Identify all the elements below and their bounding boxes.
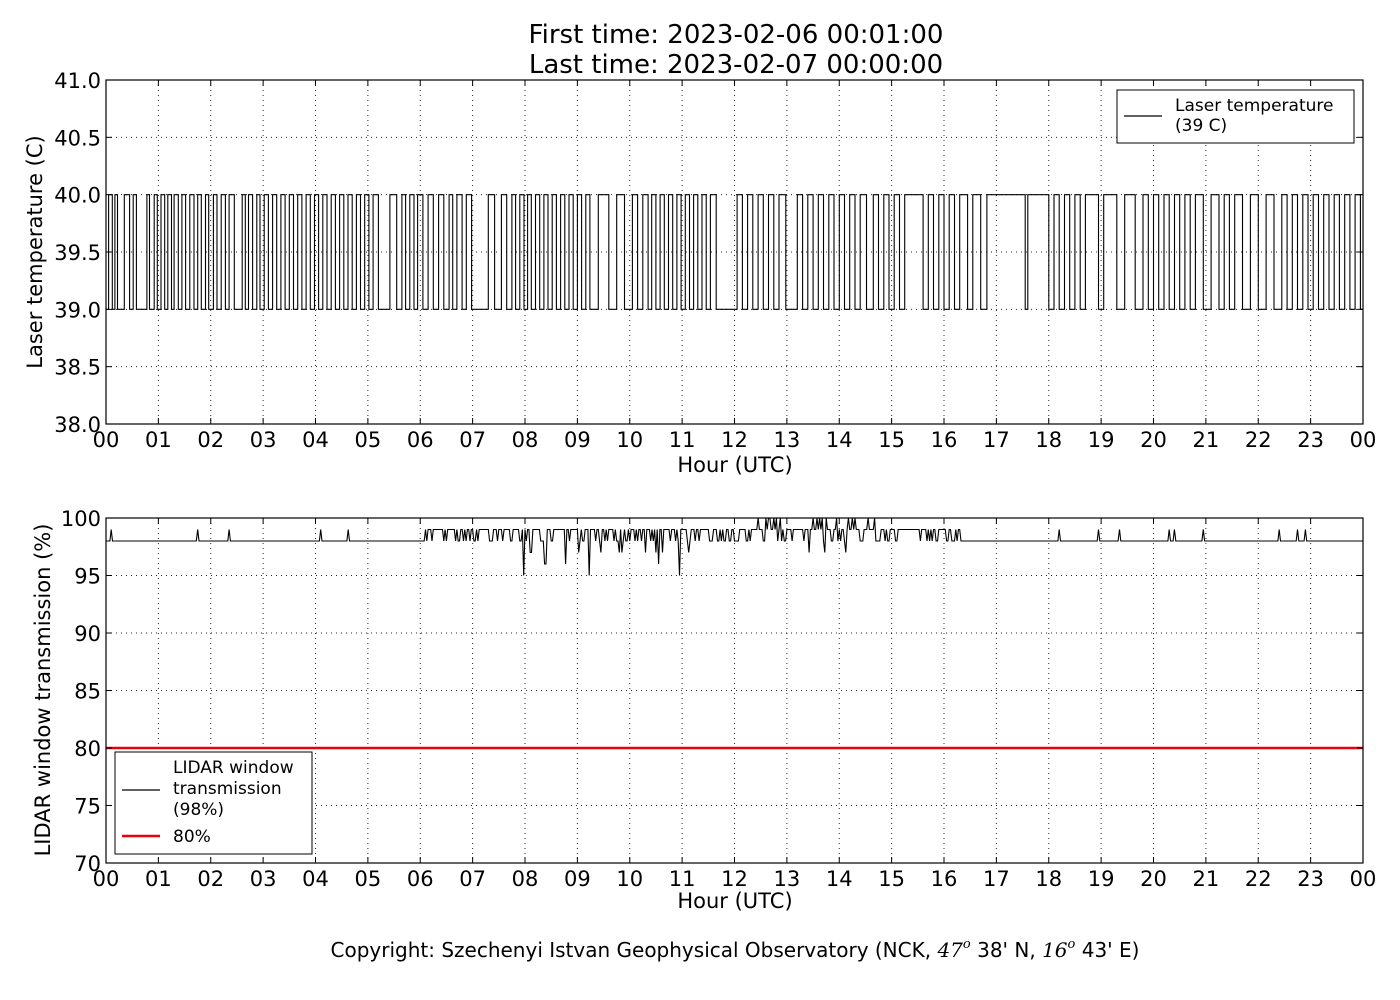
x-tick-label: 00: [93, 428, 120, 452]
x-tick-label: 11: [669, 428, 696, 452]
x-tick-label: 16: [931, 867, 958, 891]
x-tick-label: 04: [302, 867, 329, 891]
x-tick-label: 09: [564, 428, 591, 452]
x-tick-label: 09: [564, 867, 591, 891]
lidar-transmission-y-axis-label: LIDAR window transmission (%): [31, 524, 55, 857]
x-tick-label: 23: [1297, 428, 1324, 452]
x-tick-label: 20: [1140, 867, 1167, 891]
laser-temperature-x-axis-label: Hour (UTC): [677, 453, 792, 477]
x-tick-label: 14: [826, 867, 853, 891]
laser-temperature-x-ticks: 00 01 02 03 04 05 06 07 08 09 10 11 12 13 14 15 16 17 18 19…: [93, 80, 1377, 452]
y-tick-label: 40.5: [54, 126, 101, 150]
latitude-degree-mark: o: [963, 937, 971, 952]
lidar-transmission-y-ticks: 70 75 80 85 90 95 100: [61, 507, 1363, 876]
lidar-transmission-panel: 00 01 02 03 04 05 06 07 08 09 10 11 12 13 14 15 16 17 18 19…: [31, 507, 1376, 913]
x-tick-label: 02: [197, 428, 224, 452]
x-tick-label: 21: [1193, 867, 1220, 891]
x-tick-label: 15: [878, 428, 905, 452]
y-tick-label: 95: [74, 565, 101, 589]
y-tick-label: 38.5: [54, 356, 101, 380]
x-tick-label: 05: [355, 867, 382, 891]
x-tick-label: 00: [1350, 428, 1377, 452]
y-tick-label: 75: [74, 795, 101, 819]
lidar-transmission-x-axis-label: Hour (UTC): [677, 889, 792, 913]
longitude-degrees: 16: [1042, 938, 1068, 962]
y-tick-label: 39.5: [54, 241, 101, 265]
latitude-degrees: 47: [936, 938, 963, 962]
chart-title-last-time: Last time: 2023-02-07 00:00:00: [529, 50, 943, 80]
series-line-lidar-transmission: [106, 517, 1363, 576]
x-tick-label: 04: [302, 428, 329, 452]
lidar-transmission-series: [106, 517, 1363, 576]
laser-temperature-y-ticks: 38.0 38.5 39.0 39.5 40.0 40.5 41.0: [54, 69, 1363, 437]
laser-temperature-legend: Laser temperature (39 C): [1116, 89, 1355, 144]
y-tick-label: 90: [74, 622, 101, 646]
legend-label-laser-temperature: Laser temperature: [1175, 96, 1333, 116]
series-line-laser-temperature: [106, 194, 1363, 310]
x-tick-label: 00: [1350, 867, 1377, 891]
legend-label-laser-temperature-value: (39 C): [1175, 116, 1227, 136]
legend-label-lidar-line1: LIDAR window: [173, 758, 294, 778]
copyright-footer: Copyright: Szechenyi Istvan Geophysical …: [331, 937, 1140, 962]
x-tick-label: 22: [1245, 428, 1272, 452]
x-tick-label: 13: [774, 428, 801, 452]
x-tick-label: 22: [1245, 867, 1272, 891]
y-tick-label: 38.0: [54, 413, 101, 437]
x-tick-label: 08: [512, 428, 539, 452]
legend-label-lidar-line3: (98%): [173, 800, 224, 820]
x-tick-label: 06: [407, 428, 434, 452]
x-tick-label: 01: [145, 867, 172, 891]
x-tick-label: 23: [1297, 867, 1324, 891]
legend-label-lidar-line2: transmission: [173, 779, 282, 799]
laser-temperature-y-axis-label: Laser temperature (C): [23, 135, 47, 368]
x-tick-label: 00: [93, 867, 120, 891]
x-tick-label: 14: [826, 428, 853, 452]
x-tick-label: 03: [250, 428, 277, 452]
x-tick-label: 07: [459, 867, 486, 891]
x-tick-label: 10: [616, 867, 643, 891]
chart-title-first-time: First time: 2023-02-06 00:01:00: [529, 20, 944, 50]
longitude-minutes: 43' E): [1075, 938, 1139, 962]
y-tick-label: 80: [74, 737, 101, 761]
x-tick-label: 06: [407, 867, 434, 891]
x-tick-label: 19: [1088, 867, 1115, 891]
x-tick-label: 02: [197, 867, 224, 891]
x-tick-label: 01: [145, 428, 172, 452]
x-tick-label: 15: [878, 867, 905, 891]
laser-temperature-series: [106, 194, 1363, 310]
x-tick-label: 21: [1193, 428, 1220, 452]
lidar-transmission-x-ticks: 00 01 02 03 04 05 06 07 08 09 10 11 12 13 14 15 16 17 18 19…: [93, 518, 1377, 891]
x-tick-label: 19: [1088, 428, 1115, 452]
laser-temperature-panel: 00 01 02 03 04 05 06 07 08 09 10 11 12 13 14 15 16 17 18 19…: [23, 69, 1376, 477]
x-tick-label: 12: [721, 428, 748, 452]
x-tick-label: 05: [355, 428, 382, 452]
legend-label-threshold: 80%: [173, 827, 211, 847]
x-tick-label: 03: [250, 867, 277, 891]
longitude-degree-mark: o: [1068, 937, 1076, 952]
lidar-transmission-legend: LIDAR window transmission (98%) 80%: [114, 751, 313, 855]
x-tick-label: 18: [1035, 867, 1062, 891]
y-tick-label: 70: [74, 852, 101, 876]
x-tick-label: 10: [616, 428, 643, 452]
y-tick-label: 39.0: [54, 298, 101, 322]
x-tick-label: 18: [1035, 428, 1062, 452]
x-tick-label: 07: [459, 428, 486, 452]
copyright-prefix: Copyright: Szechenyi Istvan Geophysical …: [331, 938, 938, 962]
x-tick-label: 16: [931, 428, 958, 452]
y-tick-label: 100: [61, 507, 101, 531]
x-tick-label: 17: [983, 428, 1010, 452]
x-tick-label: 08: [512, 867, 539, 891]
y-tick-label: 85: [74, 680, 101, 704]
y-tick-label: 41.0: [54, 69, 101, 93]
y-tick-label: 40.0: [54, 184, 101, 208]
x-tick-label: 13: [774, 867, 801, 891]
latitude-minutes: 38' N,: [971, 938, 1042, 962]
x-tick-label: 17: [983, 867, 1010, 891]
x-tick-label: 11: [669, 867, 696, 891]
x-tick-label: 12: [721, 867, 748, 891]
x-tick-label: 20: [1140, 428, 1167, 452]
